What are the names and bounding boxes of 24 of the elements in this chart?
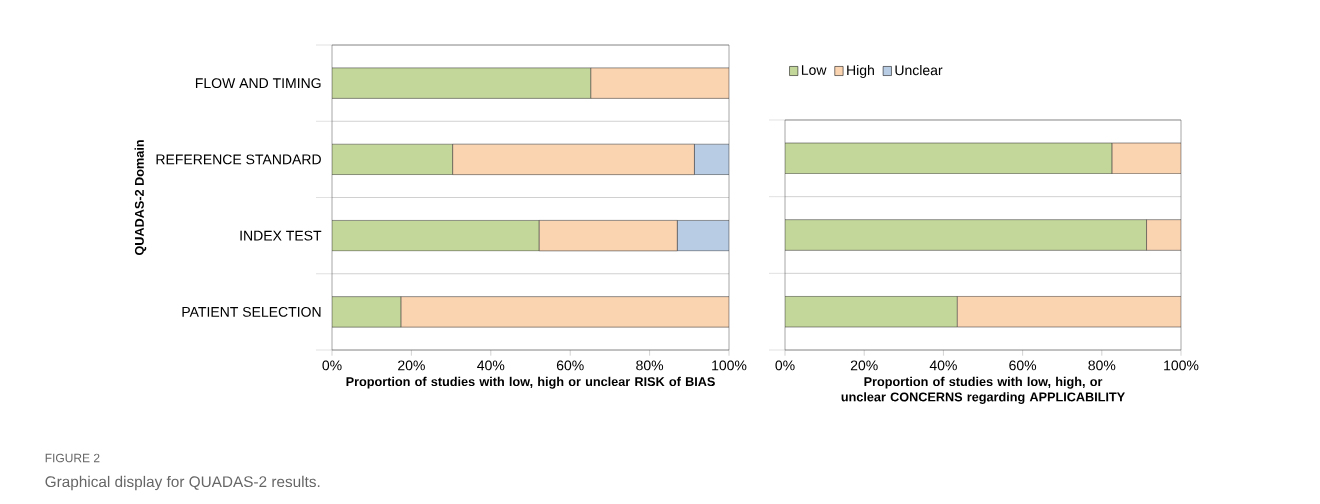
x-tick-label: 40% (477, 360, 505, 371)
legend-label: High (847, 64, 874, 78)
y-axis-title: QUADAS-2 Domain (134, 140, 147, 256)
y-tick-label: REFERENCE STANDARD (156, 154, 321, 165)
x-axis-title: Proportion of studies with low, high, or unclear CONCERNS regarding APPLICABILITY (841, 376, 1125, 404)
x-tick-label: 60% (556, 360, 584, 371)
legend-label: Low (801, 65, 827, 75)
x-tick-label: 100% (1164, 360, 1199, 371)
x-tick-label: 20% (398, 360, 425, 371)
text: Graphical display for QUADAS-2 results. (45, 475, 320, 491)
x-tick-label: 40% (929, 360, 957, 371)
y-tick-label: FLOW AND TIMING (195, 78, 321, 89)
y-tick-label: PATIENT SELECTION (182, 306, 321, 317)
x-tick-label: 0% (322, 360, 342, 371)
x-tick-label: 80% (1088, 360, 1116, 371)
legend-label: Unclear (895, 64, 943, 76)
x-axis-title: Proportion of studies with low, high or unclear RISK of BIAS (346, 376, 715, 389)
x-tick-label: 60% (1009, 360, 1037, 371)
caption: FIGURE 2 (45, 453, 100, 463)
x-tick-label: 0% (775, 360, 795, 371)
x-tick-label: 80% (636, 360, 664, 371)
x-tick-label: 100% (712, 360, 747, 371)
x-tick-label: 20% (850, 360, 878, 371)
y-tick-label: INDEX TEST (240, 230, 322, 241)
